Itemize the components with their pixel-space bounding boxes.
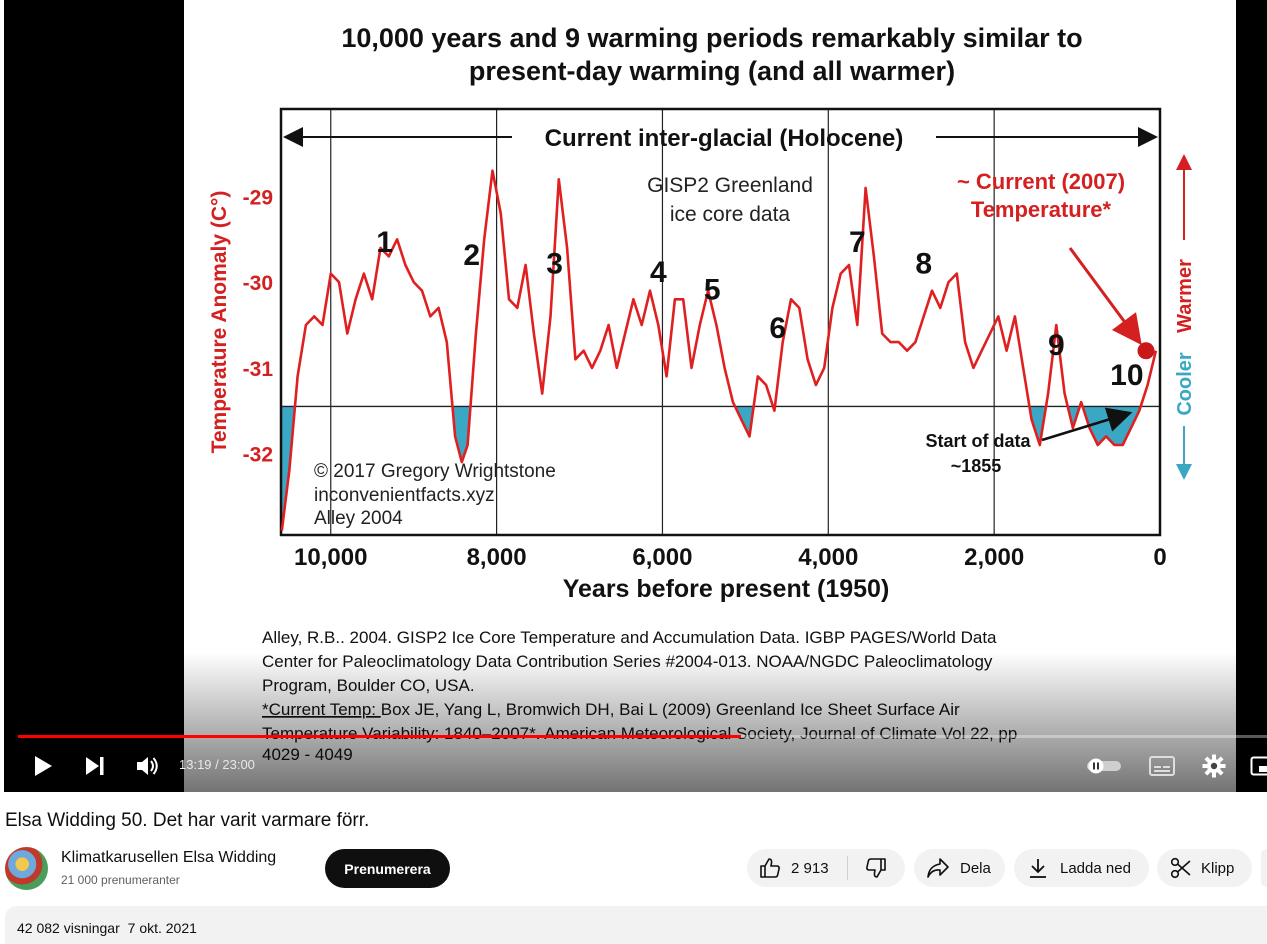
thumbs-down-icon: [866, 858, 886, 878]
x-tick-label: 0: [1153, 544, 1166, 571]
miniplayer-icon: [1250, 756, 1267, 776]
warming-period-label: 5: [704, 273, 721, 306]
miniplayer-button[interactable]: [1250, 752, 1267, 780]
volume-button[interactable]: [132, 752, 164, 780]
download-button[interactable]: Ladda ned: [1014, 849, 1149, 887]
plot-frame: [279, 107, 1162, 537]
autoplay-toggle[interactable]: [1084, 754, 1124, 778]
warming-period-label: 7: [849, 226, 866, 259]
download-label: Ladda ned: [1060, 859, 1131, 877]
channel-avatar[interactable]: [5, 847, 48, 890]
volume-icon: [137, 757, 158, 775]
source-label-2: ice core data: [670, 203, 791, 226]
clip-button[interactable]: Klipp: [1157, 849, 1252, 887]
dislike-button[interactable]: [848, 849, 904, 887]
ref-line-4-text: Box JE, Yang L, Bromwich DH, Bai L (2009…: [381, 700, 960, 719]
current-temp-marker: [1137, 342, 1155, 360]
source-label-1: GISP2 Greenland: [647, 174, 813, 197]
warming-period-label: 10: [1110, 359, 1143, 392]
warming-period-label: 9: [1048, 329, 1065, 362]
credit-line-2: inconvenientfacts.xyz: [314, 485, 495, 506]
share-icon: [927, 858, 949, 878]
x-tick-label: 4,000: [798, 544, 858, 571]
chart-title-line1: 10,000 years and 9 warming periods remar…: [341, 23, 1082, 53]
ref-line-3: Program, Boulder CO, USA.: [262, 676, 475, 695]
y-tick-label: -32: [243, 444, 273, 467]
current-temp-label-2: Temperature*: [971, 197, 1112, 222]
warming-period-label: 2: [463, 239, 480, 272]
progress-bar[interactable]: [18, 735, 1267, 738]
description-meta: 42 082 visningar 7 okt. 2021: [17, 920, 197, 936]
y-tick-label: -30: [243, 272, 273, 295]
y-tick-label: -31: [243, 358, 274, 381]
more-actions-button[interactable]: [1261, 849, 1267, 887]
scissors-icon: [1170, 857, 1191, 879]
settings-button[interactable]: [1199, 751, 1229, 781]
play-button[interactable]: [28, 752, 58, 780]
like-dislike-group: 2 913: [747, 849, 905, 887]
ref-line-4-prefix: *Current Temp:: [262, 700, 381, 719]
like-count: 2 913: [791, 859, 829, 877]
y-tick-label: -29: [243, 186, 273, 209]
upload-date: 7 okt. 2021: [127, 920, 197, 936]
ref-line-4: *Current Temp: Box JE, Yang L, Bromwich …: [262, 700, 960, 719]
warming-period-label: 1: [376, 226, 393, 259]
like-button[interactable]: 2 913: [747, 849, 847, 887]
current-temp-label-1: ~ Current (2007): [957, 169, 1125, 194]
captions-button[interactable]: [1146, 752, 1178, 780]
ref-line-1: Alley, R.B.. 2004. GISP2 Ice Core Temper…: [262, 628, 997, 647]
warmer-label: Warmer: [1174, 259, 1196, 333]
subscribe-button[interactable]: Prenumerera: [325, 849, 450, 888]
share-label: Dela: [960, 859, 991, 877]
x-tick-label: 8,000: [467, 544, 527, 571]
credit-line-1: © 2017 Gregory Wrightstone: [314, 461, 556, 482]
temperature-series-line: [280, 169, 1158, 531]
share-button[interactable]: Dela: [914, 849, 1005, 887]
description-box[interactable]: 42 082 visningar 7 okt. 2021: [5, 906, 1267, 944]
x-tick-label: 6,000: [632, 544, 692, 571]
start-of-data-label-2: ~1855: [951, 456, 1002, 476]
subscriber-count: 21 000 prenumeranter: [61, 873, 180, 887]
video-title: Elsa Widding 50. Det har varit varmare f…: [5, 810, 370, 831]
x-axis-label: Years before present (1950): [563, 575, 890, 603]
plot-area: Current inter-glacial (Holocene) -29 -30 -3…: [243, 107, 1196, 571]
captions-icon: [1149, 756, 1175, 776]
ref-line-5: Temperature Variability: 1840–2007*. Ame…: [262, 724, 1017, 743]
autoplay-toggle-icon: [1087, 758, 1121, 774]
current-temp-arrow: [1068, 247, 1142, 346]
chart-title-line2: present-day warming (and all warmer): [469, 56, 955, 86]
next-button[interactable]: [80, 752, 110, 780]
thumbs-up-icon: [760, 858, 780, 878]
download-icon: [1030, 859, 1046, 878]
settings-gear-icon: [1202, 754, 1226, 778]
progress-bar-played: [18, 735, 742, 738]
warming-period-label: 3: [546, 248, 563, 281]
ref-line-6: 4029 - 4049: [262, 745, 353, 764]
y-axis-label: Temperature Anomaly (C°): [208, 191, 231, 454]
clip-label: Klipp: [1201, 859, 1235, 877]
next-icon: [86, 757, 104, 775]
channel-name[interactable]: Klimatkarusellen Elsa Widding: [61, 849, 277, 866]
holocene-label: Current inter-glacial (Holocene): [545, 125, 904, 152]
credit-line-3: Alley 2004: [314, 508, 403, 529]
video-frame-slide: 10,000 years and 9 warming periods remar…: [184, 0, 1236, 792]
warming-period-label: 4: [650, 256, 667, 289]
start-of-data-label-1: Start of data: [925, 431, 1031, 451]
x-tick-label: 2,000: [964, 544, 1024, 571]
like-divider: [847, 856, 848, 880]
view-count: 42 082 visningar: [17, 920, 120, 936]
x-tick-label: 10,000: [294, 544, 367, 571]
warming-period-label: 8: [915, 248, 932, 281]
chart: 10,000 years and 9 warming periods remar…: [208, 23, 1196, 764]
play-icon: [35, 756, 52, 776]
warming-period-label: 6: [769, 312, 786, 345]
cooler-label: Cooler: [1174, 352, 1196, 416]
video-player[interactable]: 10,000 years and 9 warming periods remar…: [4, 0, 1267, 792]
time-display: 13:19 / 23:00: [179, 757, 255, 772]
start-of-data-arrow: [1041, 407, 1133, 442]
ref-line-2: Center for Paleoclimatology Data Contrib…: [262, 652, 993, 671]
